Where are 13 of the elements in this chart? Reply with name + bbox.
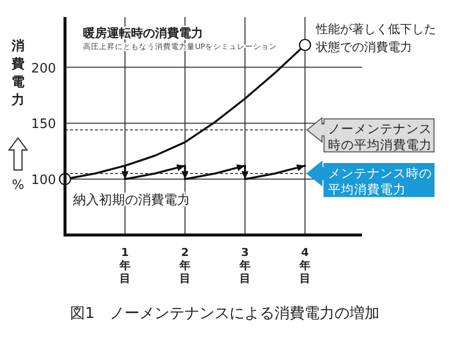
x-tick-label: 1年目: [118, 246, 130, 285]
y-tick-label: 150: [31, 117, 56, 132]
x-tick-label: 3年目: [238, 246, 250, 285]
caption: 図1 ノーメンテナンスによる消費電力の増加: [70, 304, 380, 322]
text: %: [12, 178, 24, 193]
y-axis-title: 消費電力: [10, 39, 24, 108]
x-tick-label: 4年目: [298, 246, 310, 285]
y-tick-label: 100: [31, 173, 56, 188]
y-tick-label: 200: [31, 61, 56, 76]
annotation: 性能が著しく低下した状態での消費電力: [315, 22, 436, 54]
x-tick-label: 2年目: [178, 246, 190, 285]
ref-line-label: メンテナンス時の平均消費電力: [328, 166, 432, 197]
ref-line-label: ノーメンテナンス時の平均消費電力: [328, 120, 432, 152]
